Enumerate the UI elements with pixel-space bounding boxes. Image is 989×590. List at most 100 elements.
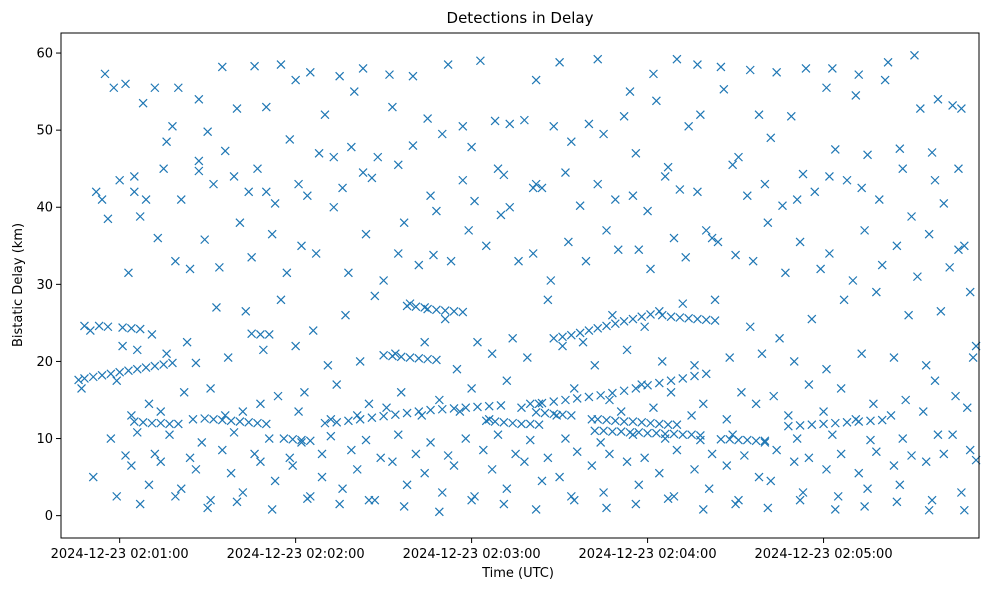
data-point-marker xyxy=(323,360,333,370)
data-point-marker xyxy=(965,445,975,455)
data-point-marker xyxy=(393,160,403,170)
data-point-marker xyxy=(566,410,576,420)
data-point-marker xyxy=(256,457,265,467)
y-tick: 30 xyxy=(36,278,61,293)
data-point-marker xyxy=(508,418,518,428)
data-point-marker xyxy=(695,435,705,445)
data-point-marker xyxy=(514,256,523,266)
data-point-marker xyxy=(247,329,257,339)
data-point-marker xyxy=(602,321,611,331)
x-axis-label: Time (UTC) xyxy=(481,566,554,581)
data-point-marker xyxy=(704,484,714,494)
data-point-marker xyxy=(159,360,169,369)
data-point-marker xyxy=(549,121,559,131)
data-point-marker xyxy=(156,418,166,428)
data-point-marker xyxy=(822,464,831,474)
data-point-marker xyxy=(628,191,638,201)
data-point-marker xyxy=(129,417,139,427)
data-point-marker xyxy=(693,314,702,324)
data-point-marker xyxy=(399,501,409,511)
data-point-marker xyxy=(663,162,673,172)
data-point-marker xyxy=(74,375,84,385)
data-point-marker xyxy=(778,201,787,211)
data-point-marker xyxy=(449,306,459,316)
data-point-marker xyxy=(97,195,107,204)
data-point-marker xyxy=(921,457,931,467)
x-tick: 2024-12-23 02:03:00 xyxy=(403,538,541,562)
data-point-marker xyxy=(320,418,330,428)
data-point-marker xyxy=(276,60,286,70)
data-point-marker xyxy=(522,353,532,363)
data-point-marker xyxy=(728,430,738,440)
data-point-marker xyxy=(690,464,699,474)
data-point-marker xyxy=(839,295,849,305)
data-point-marker xyxy=(871,447,881,457)
data-point-marker xyxy=(291,341,301,351)
data-point-marker xyxy=(725,353,735,363)
data-point-marker xyxy=(212,303,221,312)
data-point-marker xyxy=(886,410,896,420)
data-point-marker xyxy=(637,380,647,389)
data-point-marker xyxy=(338,183,347,193)
data-point-marker xyxy=(493,164,503,174)
data-point-marker xyxy=(561,168,570,177)
x-tick-label: 2024-12-23 02:02:00 xyxy=(227,547,365,562)
data-point-marker xyxy=(675,185,685,194)
data-point-marker xyxy=(467,384,477,393)
data-point-marker xyxy=(414,407,424,416)
data-point-marker xyxy=(766,476,776,486)
data-point-marker xyxy=(126,461,136,470)
data-point-marker xyxy=(678,373,688,383)
data-point-marker xyxy=(443,451,453,460)
data-point-marker xyxy=(508,333,518,343)
data-point-marker xyxy=(302,494,312,504)
data-point-marker xyxy=(663,494,673,504)
data-point-marker xyxy=(496,400,506,410)
data-point-marker xyxy=(734,495,743,505)
data-point-marker xyxy=(147,418,157,428)
data-point-marker xyxy=(77,384,86,393)
data-point-marker xyxy=(279,434,289,443)
y-axis-ticks: 0 10 20 30 40 50 60 xyxy=(36,47,61,524)
chart-title: Detections in Delay xyxy=(447,9,594,27)
data-point-marker xyxy=(364,495,374,505)
data-point-marker xyxy=(822,83,831,93)
data-point-marker xyxy=(695,110,705,120)
data-point-marker xyxy=(405,353,415,363)
data-point-marker xyxy=(156,407,166,416)
data-point-marker xyxy=(282,268,292,278)
data-point-marker xyxy=(88,372,98,382)
data-point-marker xyxy=(217,445,227,455)
data-point-marker xyxy=(566,491,576,501)
x-tick-label: 2024-12-23 02:03:00 xyxy=(403,547,541,562)
data-point-marker xyxy=(355,414,365,424)
data-point-marker xyxy=(610,195,620,204)
data-point-marker xyxy=(663,420,673,430)
data-point-marker xyxy=(672,420,682,430)
data-point-marker xyxy=(499,499,509,509)
data-point-marker xyxy=(959,505,969,515)
data-point-marker xyxy=(954,245,963,255)
data-point-marker xyxy=(261,187,271,197)
data-point-marker xyxy=(584,392,594,402)
data-point-marker xyxy=(731,499,740,509)
data-point-marker xyxy=(751,399,761,409)
data-point-marker xyxy=(285,134,295,144)
data-point-marker xyxy=(420,303,430,312)
data-point-marker xyxy=(141,363,151,373)
data-point-marker xyxy=(264,434,274,443)
data-point-marker xyxy=(473,337,482,347)
data-point-marker xyxy=(895,144,905,154)
data-point-marker xyxy=(449,404,459,413)
data-point-marker xyxy=(783,410,793,420)
data-point-marker xyxy=(760,437,770,447)
y-tick: 10 xyxy=(36,432,61,447)
data-point-marker xyxy=(868,399,878,409)
data-point-marker xyxy=(364,399,374,409)
data-point-marker xyxy=(132,364,142,374)
data-point-marker xyxy=(185,453,195,463)
data-point-marker xyxy=(97,370,107,380)
data-point-marker xyxy=(643,428,653,438)
data-point-marker xyxy=(605,449,614,459)
data-point-marker xyxy=(461,434,471,443)
